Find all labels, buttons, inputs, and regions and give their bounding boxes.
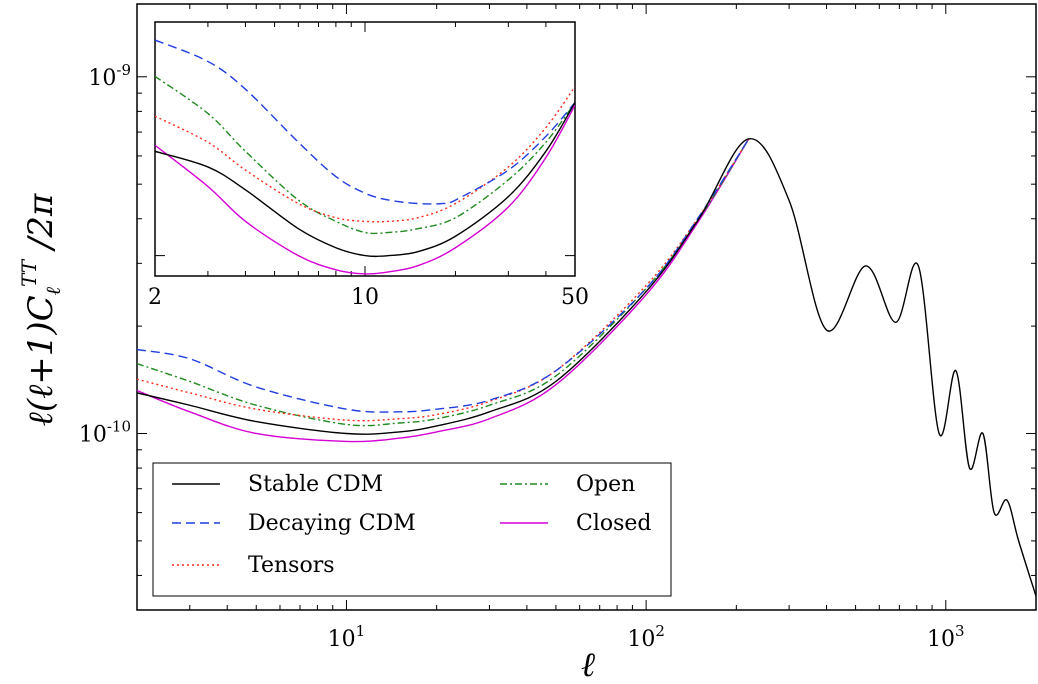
inset-plot: 2 10 50 xyxy=(148,21,589,310)
series-line-closed xyxy=(137,138,750,443)
y-axis-label: ℓ(ℓ+1)CℓTT /2π xyxy=(17,193,65,426)
x-tick-label: 103 xyxy=(927,622,965,652)
series-line-stable-cdm xyxy=(137,138,1036,597)
x-tick-label: 2 xyxy=(148,285,162,310)
legend-label: Tensors xyxy=(248,553,335,578)
series-line-open xyxy=(137,138,750,427)
y-tick-label: 10-10 xyxy=(79,417,131,447)
legend-box xyxy=(152,462,672,597)
legend-label: Open xyxy=(576,472,635,497)
series-line-closed xyxy=(155,104,575,275)
series-line-tensors xyxy=(137,138,750,422)
series-line-open xyxy=(155,75,575,235)
x-tick-label: 101 xyxy=(328,622,366,652)
inset-ticks: 2 10 50 xyxy=(148,285,589,310)
x-tick-label: 10 xyxy=(351,285,379,310)
legend-entries: Stable CDM Decaying CDM Tensors Open Closed xyxy=(172,472,652,578)
legend-label: Stable CDM xyxy=(248,472,383,497)
main-plot-frame xyxy=(136,3,1037,611)
legend: Stable CDM Decaying CDM Tensors Open Closed xyxy=(152,462,672,597)
legend-label: Decaying CDM xyxy=(248,511,416,536)
series-line-stable-cdm xyxy=(155,102,575,258)
x-tick-label: 102 xyxy=(627,622,665,652)
series-line-decaying-cdm xyxy=(137,138,750,413)
legend-label: Closed xyxy=(576,511,652,536)
inset-plot-frame xyxy=(154,21,576,277)
series-line-decaying-cdm xyxy=(155,39,575,205)
y-tick-label: 10-9 xyxy=(88,61,131,91)
main-minor-ticks xyxy=(136,4,1037,610)
inset-minor-ticks xyxy=(154,22,576,276)
inset-series-lines xyxy=(155,39,575,275)
x-axis-label: ℓ xyxy=(581,645,595,684)
x-tick-label: 50 xyxy=(561,285,589,310)
main-series-lines xyxy=(137,138,1036,597)
series-line-tensors xyxy=(155,86,575,223)
